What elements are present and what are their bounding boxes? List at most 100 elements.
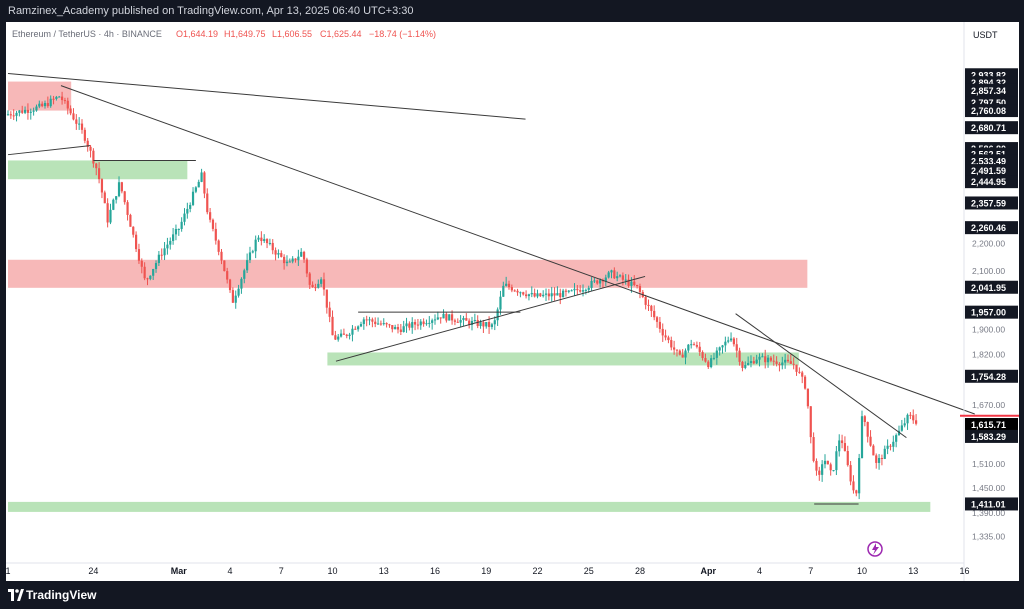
- candle-body: [183, 213, 186, 222]
- currency-label: USDT: [973, 30, 998, 40]
- candle-body: [872, 445, 875, 456]
- candle-body: [843, 443, 847, 451]
- price-tick-label: 1,900.00: [972, 324, 1005, 334]
- footer-brand: TradingView: [26, 588, 97, 602]
- candle-body: [775, 361, 778, 364]
- chart-panel[interactable]: Ethereum / TetherUS · 4h · BINANCE O1,64…: [6, 22, 1019, 581]
- candle-body: [761, 356, 764, 358]
- candle-body: [300, 251, 303, 257]
- candle-body: [579, 290, 582, 292]
- candlestick-chart[interactable]: Ethereum / TetherUS · 4h · BINANCE O1,64…: [6, 22, 1019, 581]
- time-tick-label: 7: [808, 566, 813, 576]
- price-label-text: 2,444.95: [971, 177, 1006, 187]
- candle-body: [220, 251, 223, 261]
- ohlc-low: L1,606.55: [272, 29, 312, 39]
- candle-body: [288, 261, 291, 263]
- candle-body: [23, 109, 27, 113]
- candle-body: [562, 290, 565, 298]
- candle-body: [695, 345, 698, 347]
- candle-body: [209, 212, 212, 220]
- candle-body: [505, 283, 508, 286]
- candle-body: [348, 334, 351, 336]
- candle-body: [154, 263, 158, 270]
- candle-body: [445, 313, 448, 321]
- candle-body: [778, 363, 781, 366]
- candle-body: [325, 289, 328, 308]
- trendline: [7, 73, 526, 120]
- time-tick-label: Apr: [701, 566, 717, 576]
- candle-body: [823, 460, 827, 465]
- zones-layer: [8, 81, 931, 512]
- candle-body: [812, 437, 815, 461]
- candle-body: [69, 108, 72, 114]
- price-label-box: [965, 164, 1018, 178]
- candle-body: [738, 350, 741, 362]
- candle-body: [328, 307, 331, 317]
- candle-body: [493, 320, 496, 325]
- resistance-zone: [8, 259, 808, 288]
- candle-body: [254, 239, 257, 252]
- candle-body: [638, 286, 642, 293]
- candle-body: [169, 240, 172, 245]
- candle-body: [727, 340, 730, 342]
- candle-body: [468, 320, 471, 325]
- price-label-text: 2,260.46: [971, 223, 1006, 233]
- candle-body: [692, 344, 696, 346]
- candle-body: [590, 280, 593, 288]
- candle-body: [442, 313, 445, 319]
- candle-body: [283, 256, 286, 264]
- candle-body: [103, 192, 106, 204]
- candle-body: [197, 181, 200, 188]
- candle-body: [388, 324, 391, 326]
- candle-body: [704, 357, 707, 362]
- price-label-text: 1,583.29: [971, 432, 1006, 442]
- lightning-icon[interactable]: [867, 541, 883, 557]
- price-label-text: 2,933.82: [971, 70, 1006, 80]
- candle-body: [636, 284, 639, 287]
- candle-body: [86, 140, 89, 147]
- candle-body: [322, 279, 326, 290]
- price-label-box: [965, 175, 1018, 189]
- candle-body: [863, 416, 866, 423]
- candle-body: [627, 279, 630, 286]
- price-label-text: 2,041.95: [971, 283, 1006, 293]
- price-tick-label: 1,820.00: [972, 350, 1005, 360]
- candle-body: [732, 338, 735, 345]
- candle-body: [251, 251, 254, 253]
- trendlines-layer: [7, 73, 975, 505]
- candle-body: [32, 110, 35, 112]
- candle-body: [448, 314, 451, 321]
- price-label-text: 1,615.71: [971, 420, 1006, 430]
- candle-body: [897, 430, 901, 436]
- candle-body: [248, 252, 252, 261]
- candle-body: [66, 100, 69, 109]
- candle-body: [337, 336, 340, 340]
- candle-body: [587, 287, 590, 290]
- candle-body: [610, 270, 613, 273]
- price-tick-label: 1,390.00: [972, 508, 1005, 518]
- candle-body: [12, 115, 15, 117]
- candle-body: [462, 318, 465, 321]
- time-tick-label: 13: [908, 566, 918, 576]
- candle-body: [664, 335, 667, 338]
- candle-body: [599, 280, 602, 284]
- time-axis: 1 24 Mar 4 7 10 13 16 19 22 25 28 Apr 4 7 10 13 16: [6, 562, 969, 576]
- candle-body: [416, 324, 420, 326]
- candle-body: [80, 123, 84, 130]
- candle-body: [633, 281, 636, 285]
- candle-body: [895, 435, 898, 442]
- candle-body: [476, 319, 479, 327]
- candle-body: [311, 284, 314, 288]
- candle-body: [123, 191, 126, 203]
- candle-body: [149, 275, 152, 279]
- candle-body: [75, 119, 78, 124]
- candle-body: [83, 129, 86, 141]
- candle-body: [206, 193, 209, 213]
- candle-body: [29, 111, 32, 113]
- candle-body: [650, 305, 653, 311]
- candle-body: [100, 179, 104, 193]
- candle-body: [815, 460, 818, 471]
- candle-body: [379, 323, 383, 325]
- candle-body: [35, 106, 38, 111]
- candle-body: [240, 278, 243, 289]
